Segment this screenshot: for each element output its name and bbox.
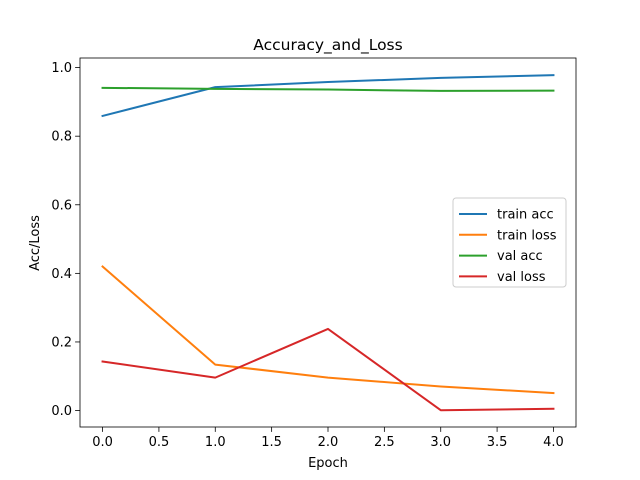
x-tick-label: 4.0 <box>543 435 564 450</box>
y-tick-label: 1.0 <box>51 61 72 76</box>
series-line-val-acc <box>101 86 555 92</box>
series-line-train-loss <box>101 265 555 395</box>
series-line-val-loss <box>101 327 555 412</box>
plot-area: 0.0 0.5 1.0 1.5 2.0 2.5 3.0 3.5 4.0 0.0 0.2 0.4 0.6 0… <box>51 57 577 450</box>
legend-label: val loss <box>497 270 546 285</box>
y-tick-label: 0.4 <box>51 267 72 282</box>
x-axis-label: Epoch <box>308 456 348 471</box>
x-tick-label: 3.5 <box>487 435 508 450</box>
x-tick-label: 2.5 <box>374 435 395 450</box>
legend-label: train loss <box>497 228 557 243</box>
x-tick-label: 0.5 <box>149 435 170 450</box>
x-tick-label: 3.0 <box>430 435 451 450</box>
axes-frame <box>79 57 577 428</box>
legend-box <box>452 197 567 288</box>
series-line-train-acc <box>101 74 555 118</box>
y-tick-label: 0.8 <box>51 130 72 145</box>
y-axis-label: Acc/Loss <box>28 215 43 271</box>
legend-label: train acc <box>497 208 554 223</box>
legend-label: val acc <box>497 249 543 264</box>
chart-title: Accuracy_and_Loss <box>253 36 402 55</box>
x-tick-label: 1.0 <box>205 435 226 450</box>
x-tick-label: 1.5 <box>261 435 282 450</box>
y-tick-label: 0.2 <box>51 335 72 350</box>
y-tick-label: 0.6 <box>51 198 72 213</box>
x-tick-label: 0.0 <box>92 435 113 450</box>
x-tick-label: 2.0 <box>318 435 339 450</box>
y-tick-label: 0.0 <box>51 404 72 419</box>
